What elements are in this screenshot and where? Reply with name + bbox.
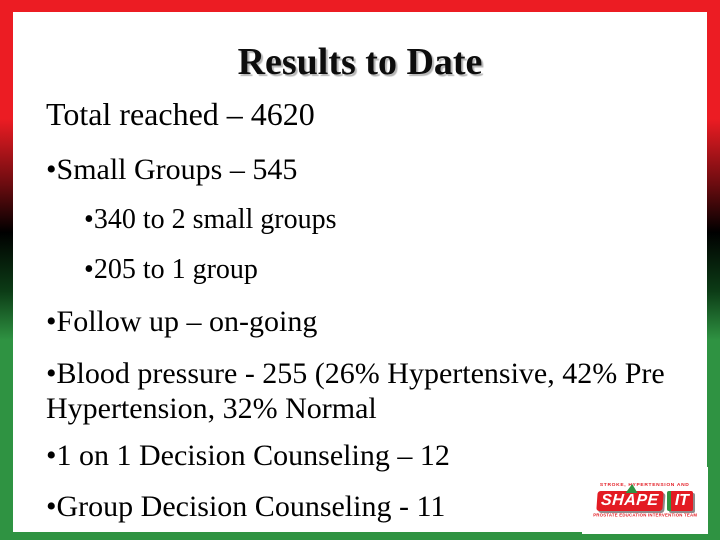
- bullet-line: •Blood pressure - 255 (26% Hypertensive,…: [46, 356, 706, 426]
- bullet-text: Group Decision Counseling - 11: [56, 490, 446, 523]
- logo-word-shape: SHAPE: [600, 492, 660, 509]
- bullet-line: •340 to 2 small groups: [84, 204, 336, 236]
- logo-wordmark: SHAPE IT: [596, 484, 693, 511]
- bullet-text: 1 on 1 Decision Counseling – 12: [56, 439, 450, 472]
- top-border: [0, 0, 720, 12]
- bullet-text: 340 to 2 small groups: [93, 204, 337, 235]
- logo-shape-tile: SHAPE: [596, 484, 664, 511]
- bullet-text: 205 to 1 group: [93, 254, 258, 285]
- bullet-glyph: •: [46, 490, 57, 523]
- bullet-glyph: •: [84, 204, 94, 235]
- logo-top-caption: STROKE, HYPERTENSION AND: [600, 482, 690, 488]
- logo-it-tile: IT: [666, 491, 693, 511]
- slide-title: Results to Date: [237, 41, 483, 83]
- bullet-text: Follow up – on-going: [56, 305, 318, 338]
- bullet-line: •Small Groups – 545: [46, 153, 297, 187]
- bullet-line: •1 on 1 Decision Counseling – 12: [46, 439, 450, 473]
- bullet-text: Blood pressure - 255 (26% Hypertensive, …: [46, 357, 665, 426]
- bullet-glyph: •: [46, 439, 57, 472]
- bullet-line: •Follow up – on-going: [46, 305, 317, 339]
- bullet-glyph: •: [46, 153, 57, 186]
- logo-word-it: IT: [674, 492, 689, 509]
- bullet-line: •Group Decision Counseling - 11: [46, 490, 445, 524]
- bullet-text: Small Groups – 545: [56, 153, 298, 186]
- right-border-gradient: [707, 0, 720, 540]
- logo-bottom-caption: PROSTATE EDUCATION INTERVENTION TEAM: [593, 513, 697, 519]
- bottom-border: [0, 532, 720, 540]
- slide-subtitle: Total reached – 4620: [46, 96, 315, 132]
- bullet-glyph: •: [46, 305, 57, 338]
- bullet-glyph: •: [84, 254, 94, 285]
- logo-green-triangle-icon: [625, 484, 638, 493]
- left-border-gradient: [0, 0, 13, 540]
- shape-it-logo: STROKE, HYPERTENSION AND SHAPE IT PROSTA…: [582, 467, 708, 534]
- bullet-line: •205 to 1 group: [84, 254, 258, 286]
- bullet-glyph: •: [46, 357, 57, 390]
